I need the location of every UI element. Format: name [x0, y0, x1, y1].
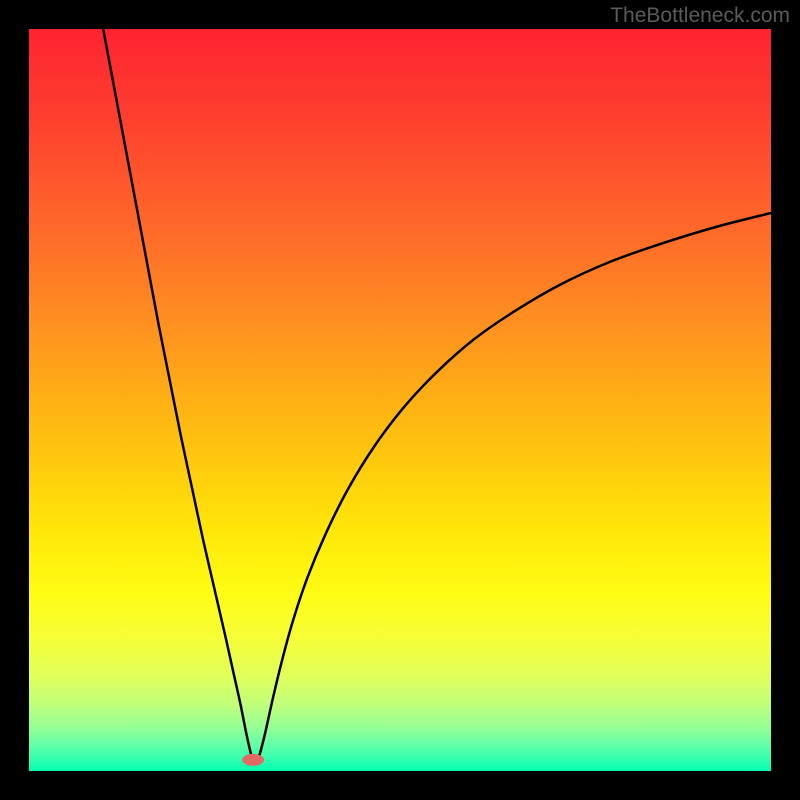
bottleneck-curve-chart: [0, 0, 800, 800]
watermark-text: TheBottleneck.com: [610, 4, 790, 28]
chart-container: TheBottleneck.com: [0, 0, 800, 800]
